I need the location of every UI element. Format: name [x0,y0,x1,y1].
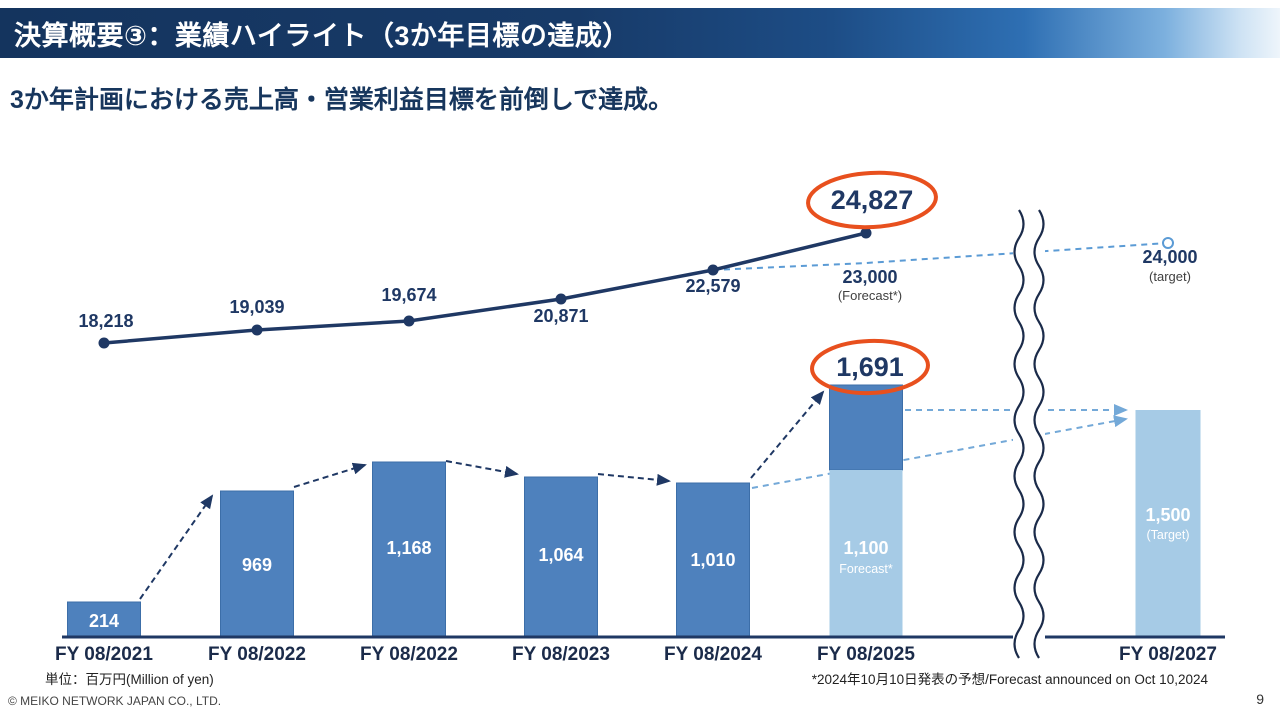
revenue-forecast-label: 23,000 [842,267,897,287]
highlight-ellipse [806,170,938,230]
line-label: 22,579 [685,276,740,296]
revenue-target-label: 24,000 [1142,247,1197,267]
bar-label: 1,010 [690,550,735,570]
axis-break [1013,208,1045,660]
bar-fy2025-forecast [829,470,903,637]
bar-forecast-sub: Forecast* [839,562,893,576]
highlight-ellipse [810,338,930,396]
revenue-point [555,293,567,305]
unit-note: 単位：百万円(Million of yen) [45,672,214,687]
bar-fy2025-actual [829,384,903,471]
bar-fy2023 [524,476,598,638]
bar-label: 1,168 [386,538,431,558]
revenue-point [860,227,872,239]
x-axis-labels: FY 08/2021 FY 08/2022 FY 08/2022 FY 08/2… [55,644,1217,665]
header-banner: 決算概要③：業績ハイライト（3か年目標の達成） [0,8,1280,58]
x-axis-label: FY 08/2027 [1119,644,1217,665]
bar-fy2022a [220,490,294,638]
x-axis-label: FY 08/2023 [512,644,610,665]
footnotes: 単位：百万円(Million of yen) *2024年10月10日発表の予想… [0,668,1280,688]
revenue-target-sub: (target) [1149,269,1191,284]
x-axis-label: FY 08/2022 [360,644,458,665]
bar-label: 214 [89,611,119,631]
line-label: 19,039 [229,297,284,317]
highlight-revenue: 24,827 [806,170,938,230]
bar-fy2027-target [1135,410,1201,637]
highlight-profit-value: 1,691 [836,352,904,382]
copyright: © MEIKO NETWORK JAPAN CO., LTD. [8,694,222,708]
subtitle: 3か年計画における売上高・営業利益目標を前倒しで達成。 [10,86,674,114]
bar-fy2024 [676,482,750,638]
line-label: 18,218 [78,311,133,331]
forecast-note: *2024年10月10日発表の予想/Forecast announced on … [811,672,1208,687]
combo-chart: 214 969 1,168 1,064 1,010 1,100 Forecast… [55,170,1225,665]
revenue-point [251,324,263,336]
page-number: 9 [1256,691,1264,707]
highlight-revenue-value: 24,827 [831,185,914,215]
revenue-point [707,264,719,276]
profit-trend-arrows [139,390,825,600]
bar-forecast-label: 1,100 [843,538,888,558]
bar-target-label: 1,500 [1145,505,1190,525]
revenue-line-series [98,227,872,349]
x-axis-label: FY 08/2021 [55,644,153,665]
highlight-profit: 1,691 [810,338,930,396]
bar-target-sub: (Target) [1146,528,1189,542]
revenue-labels: 18,218 19,039 19,674 20,871 22,579 23,00… [78,247,1197,331]
bar-fy2022b [372,461,446,638]
revenue-forecast-line [712,237,1174,271]
line-label: 20,871 [533,306,588,326]
x-axis-label: FY 08/2024 [664,644,762,665]
profit-bar-labels: 214 969 1,168 1,064 1,010 1,100 Forecast… [89,505,1191,631]
page-title: 決算概要③：業績ハイライト（3か年目標の達成） [14,20,630,51]
revenue-point [403,315,415,327]
bar-fy2021 [67,601,141,638]
bar-label: 1,064 [538,545,583,565]
target-guide-lines [751,404,1128,489]
revenue-point [98,337,110,349]
revenue-forecast-sub: (Forecast*) [838,288,902,303]
x-axis-label: FY 08/2022 [208,644,306,665]
line-label: 19,674 [381,285,436,305]
revenue-target-marker [1162,237,1174,249]
bar-label: 969 [242,555,272,575]
x-axis-label: FY 08/2025 [817,644,915,665]
profit-bar-series [67,384,1201,638]
